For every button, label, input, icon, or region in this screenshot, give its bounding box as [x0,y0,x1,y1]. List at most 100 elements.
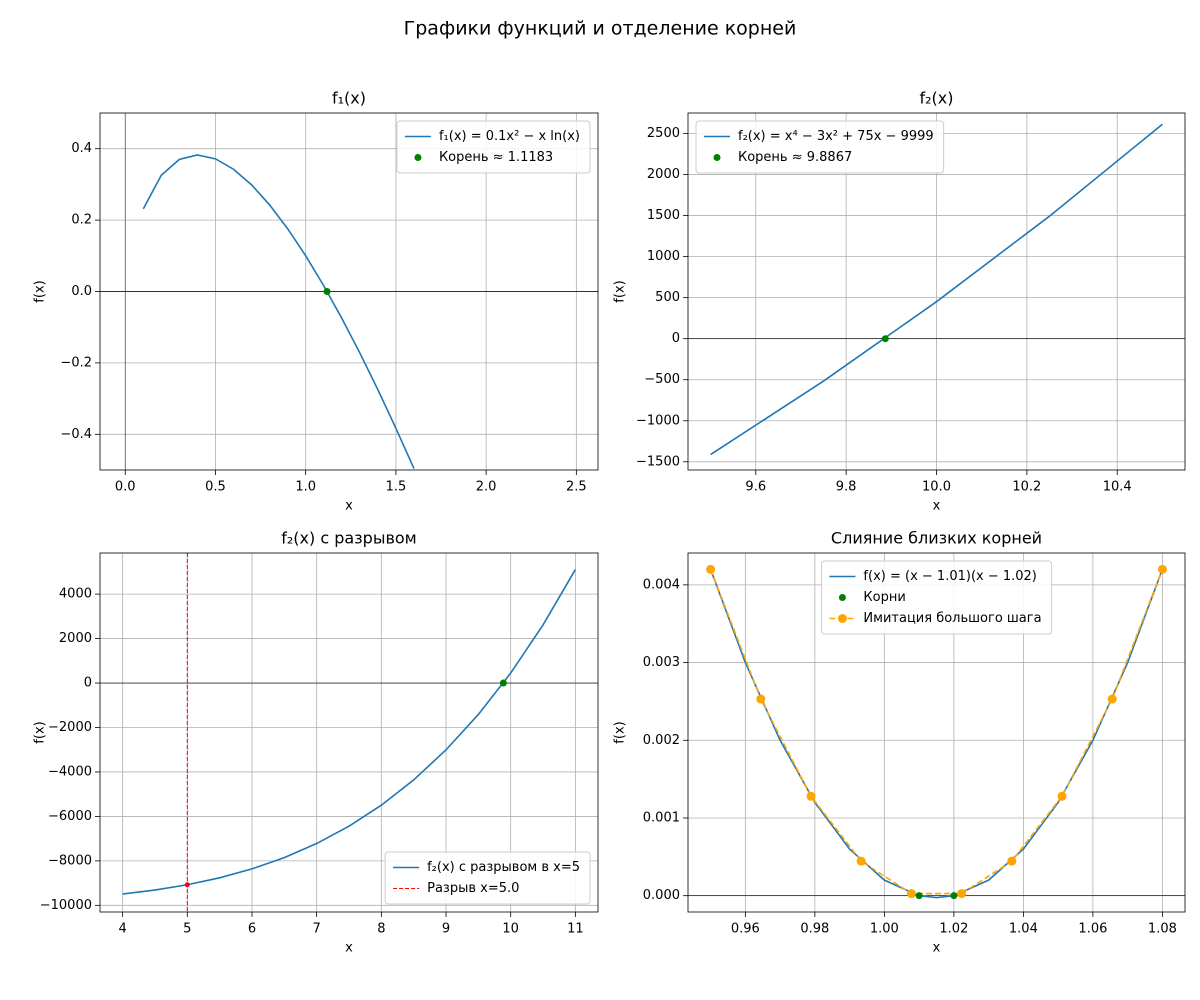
x-tick-label: 1.06 [1078,922,1107,937]
legend: f₂(x) с разрывом в x=5 Разрыв x=5.0 [384,851,591,905]
legend-item: Корень ≈ 9.8867 [713,150,852,165]
series-line [709,569,1164,895]
x-tick-label: 6 [248,922,256,937]
y-tick-label: −6000 [48,809,92,824]
x-tick-label: 10.2 [1012,480,1041,495]
legend-item: f₂(x) с разрывом в x=5 [393,860,580,875]
x-tick-label: 4 [118,922,126,937]
data-point [915,892,923,900]
subplot: 0.0 0.5 1.0 1.5 2.0 2.5 −0.4 −0.2 0.0 0.2 0.4 f₁(x)… [33,89,599,514]
x-tick-label: 5 [183,922,191,937]
y-tick-label: 0.001 [643,810,680,825]
x-tick-label: 0.0 [115,480,136,495]
series-line [122,569,577,895]
x-tick-label: 9.8 [836,480,857,495]
axes-frame [99,552,599,913]
legend: f(x) = (x − 1.01)(x − 1.02) Корни Имитация… [820,560,1053,635]
data-point [756,694,766,704]
data-point [499,679,507,687]
data-point [323,288,331,295]
data-point [950,892,958,900]
x-tick-label: 10.0 [922,480,951,495]
y-axis-label: f(x) [33,280,48,302]
y-tick-label: −500 [644,372,680,387]
x-axis-label: x [345,941,353,956]
subplot-title: f₁(x) [332,89,366,108]
y-tick-label: 0 [672,331,680,346]
x-tick-label: 2.5 [566,480,587,495]
data-point [806,791,816,801]
x-tick-label: 1.04 [1009,922,1038,937]
x-tick-label: 1.5 [386,480,407,495]
y-tick-label: −8000 [48,853,92,868]
legend-item: f₁(x) = 0.1x² − x ln(x) [404,129,580,144]
legend: f₂(x) = x⁴ − 3x² + 75x − 9999 Корень ≈ 9.… [695,120,945,174]
x-tick-label: 1.08 [1148,922,1177,937]
data-point [957,889,967,899]
series-line [710,123,1163,456]
subplot: 4 5 6 7 8 9 10 11 −10000 −8000 −6000 −4000 −2000 0 200… [33,529,599,956]
y-tick-label: 0.4 [71,141,92,156]
legend-box [396,120,591,174]
subplot-title: Слияние близких корней [831,529,1042,548]
x-axis-label: x [345,499,353,514]
y-tick-label: 0.2 [71,213,92,228]
x-tick-label: 11 [567,922,584,937]
x-tick-label: 9.6 [745,480,766,495]
subplot-title: f₂(x) [920,89,954,108]
y-tick-label: 0.002 [643,733,680,748]
y-tick-label: −4000 [48,764,92,779]
y-tick-label: 0 [84,676,92,691]
x-tick-label: 10.4 [1103,480,1132,495]
data-point [881,335,889,343]
legend-swatch [838,594,846,601]
x-tick-label: 1.02 [939,922,968,937]
subplot-title: f₂(x) с разрывом [281,529,417,548]
y-tick-label: −2000 [48,720,92,735]
x-tick-label: 1.00 [870,922,899,937]
y-tick-label: −1000 [636,413,680,428]
axes-frame [687,112,1186,471]
legend-label: Корни [863,590,905,605]
legend-swatch [713,154,721,161]
legend-label: Корень ≈ 1.1183 [439,150,553,165]
data-point [184,882,190,888]
data-point [856,856,866,866]
plot-area [100,553,598,912]
legend-label: Корень ≈ 9.8867 [738,150,852,165]
y-tick-label: 2500 [647,126,680,141]
y-tick-label: 4000 [59,587,92,602]
y-tick-label: −10000 [40,898,92,913]
subplot: 9.6 9.8 10.0 10.2 10.4 −1500 −1000 −500 0 500 1000… [613,89,1186,514]
x-tick-label: 9 [442,922,450,937]
series-line [709,569,1164,899]
y-tick-label: 0.004 [643,577,680,592]
x-tick-label: 0.98 [800,922,829,937]
x-tick-label: 1.0 [295,480,316,495]
legend-item: Корень ≈ 1.1183 [414,150,553,165]
legend-label: Имитация большого шага [863,611,1041,626]
x-tick-label: 7 [313,922,321,937]
legend-label: f₂(x) с разрывом в x=5 [427,860,580,875]
legend-box [384,851,591,905]
y-tick-label: 0.000 [643,888,680,903]
x-axis-label: x [933,941,941,956]
legend-label: Разрыв x=5.0 [427,881,519,896]
data-point [1157,564,1167,574]
y-tick-label: −1500 [636,454,680,469]
y-tick-label: −0.4 [60,427,92,442]
x-tick-label: 2.0 [476,480,497,495]
series-line [142,154,415,469]
data-point [1007,856,1017,866]
figure-title: Графики функций и отделение корней [404,18,797,40]
y-tick-label: −0.2 [60,355,92,370]
data-point [1057,791,1067,801]
legend-label: f(x) = (x − 1.01)(x − 1.02) [863,569,1036,584]
x-tick-label: 0.5 [205,480,226,495]
x-tick-label: 0.96 [731,922,760,937]
y-tick-label: 2000 [647,167,680,182]
y-tick-label: 1000 [647,249,680,264]
y-axis-label: f(x) [33,721,48,743]
legend-item: Имитация большого шага [829,611,1042,626]
legend-item: f(x) = (x − 1.01)(x − 1.02) [829,569,1037,584]
